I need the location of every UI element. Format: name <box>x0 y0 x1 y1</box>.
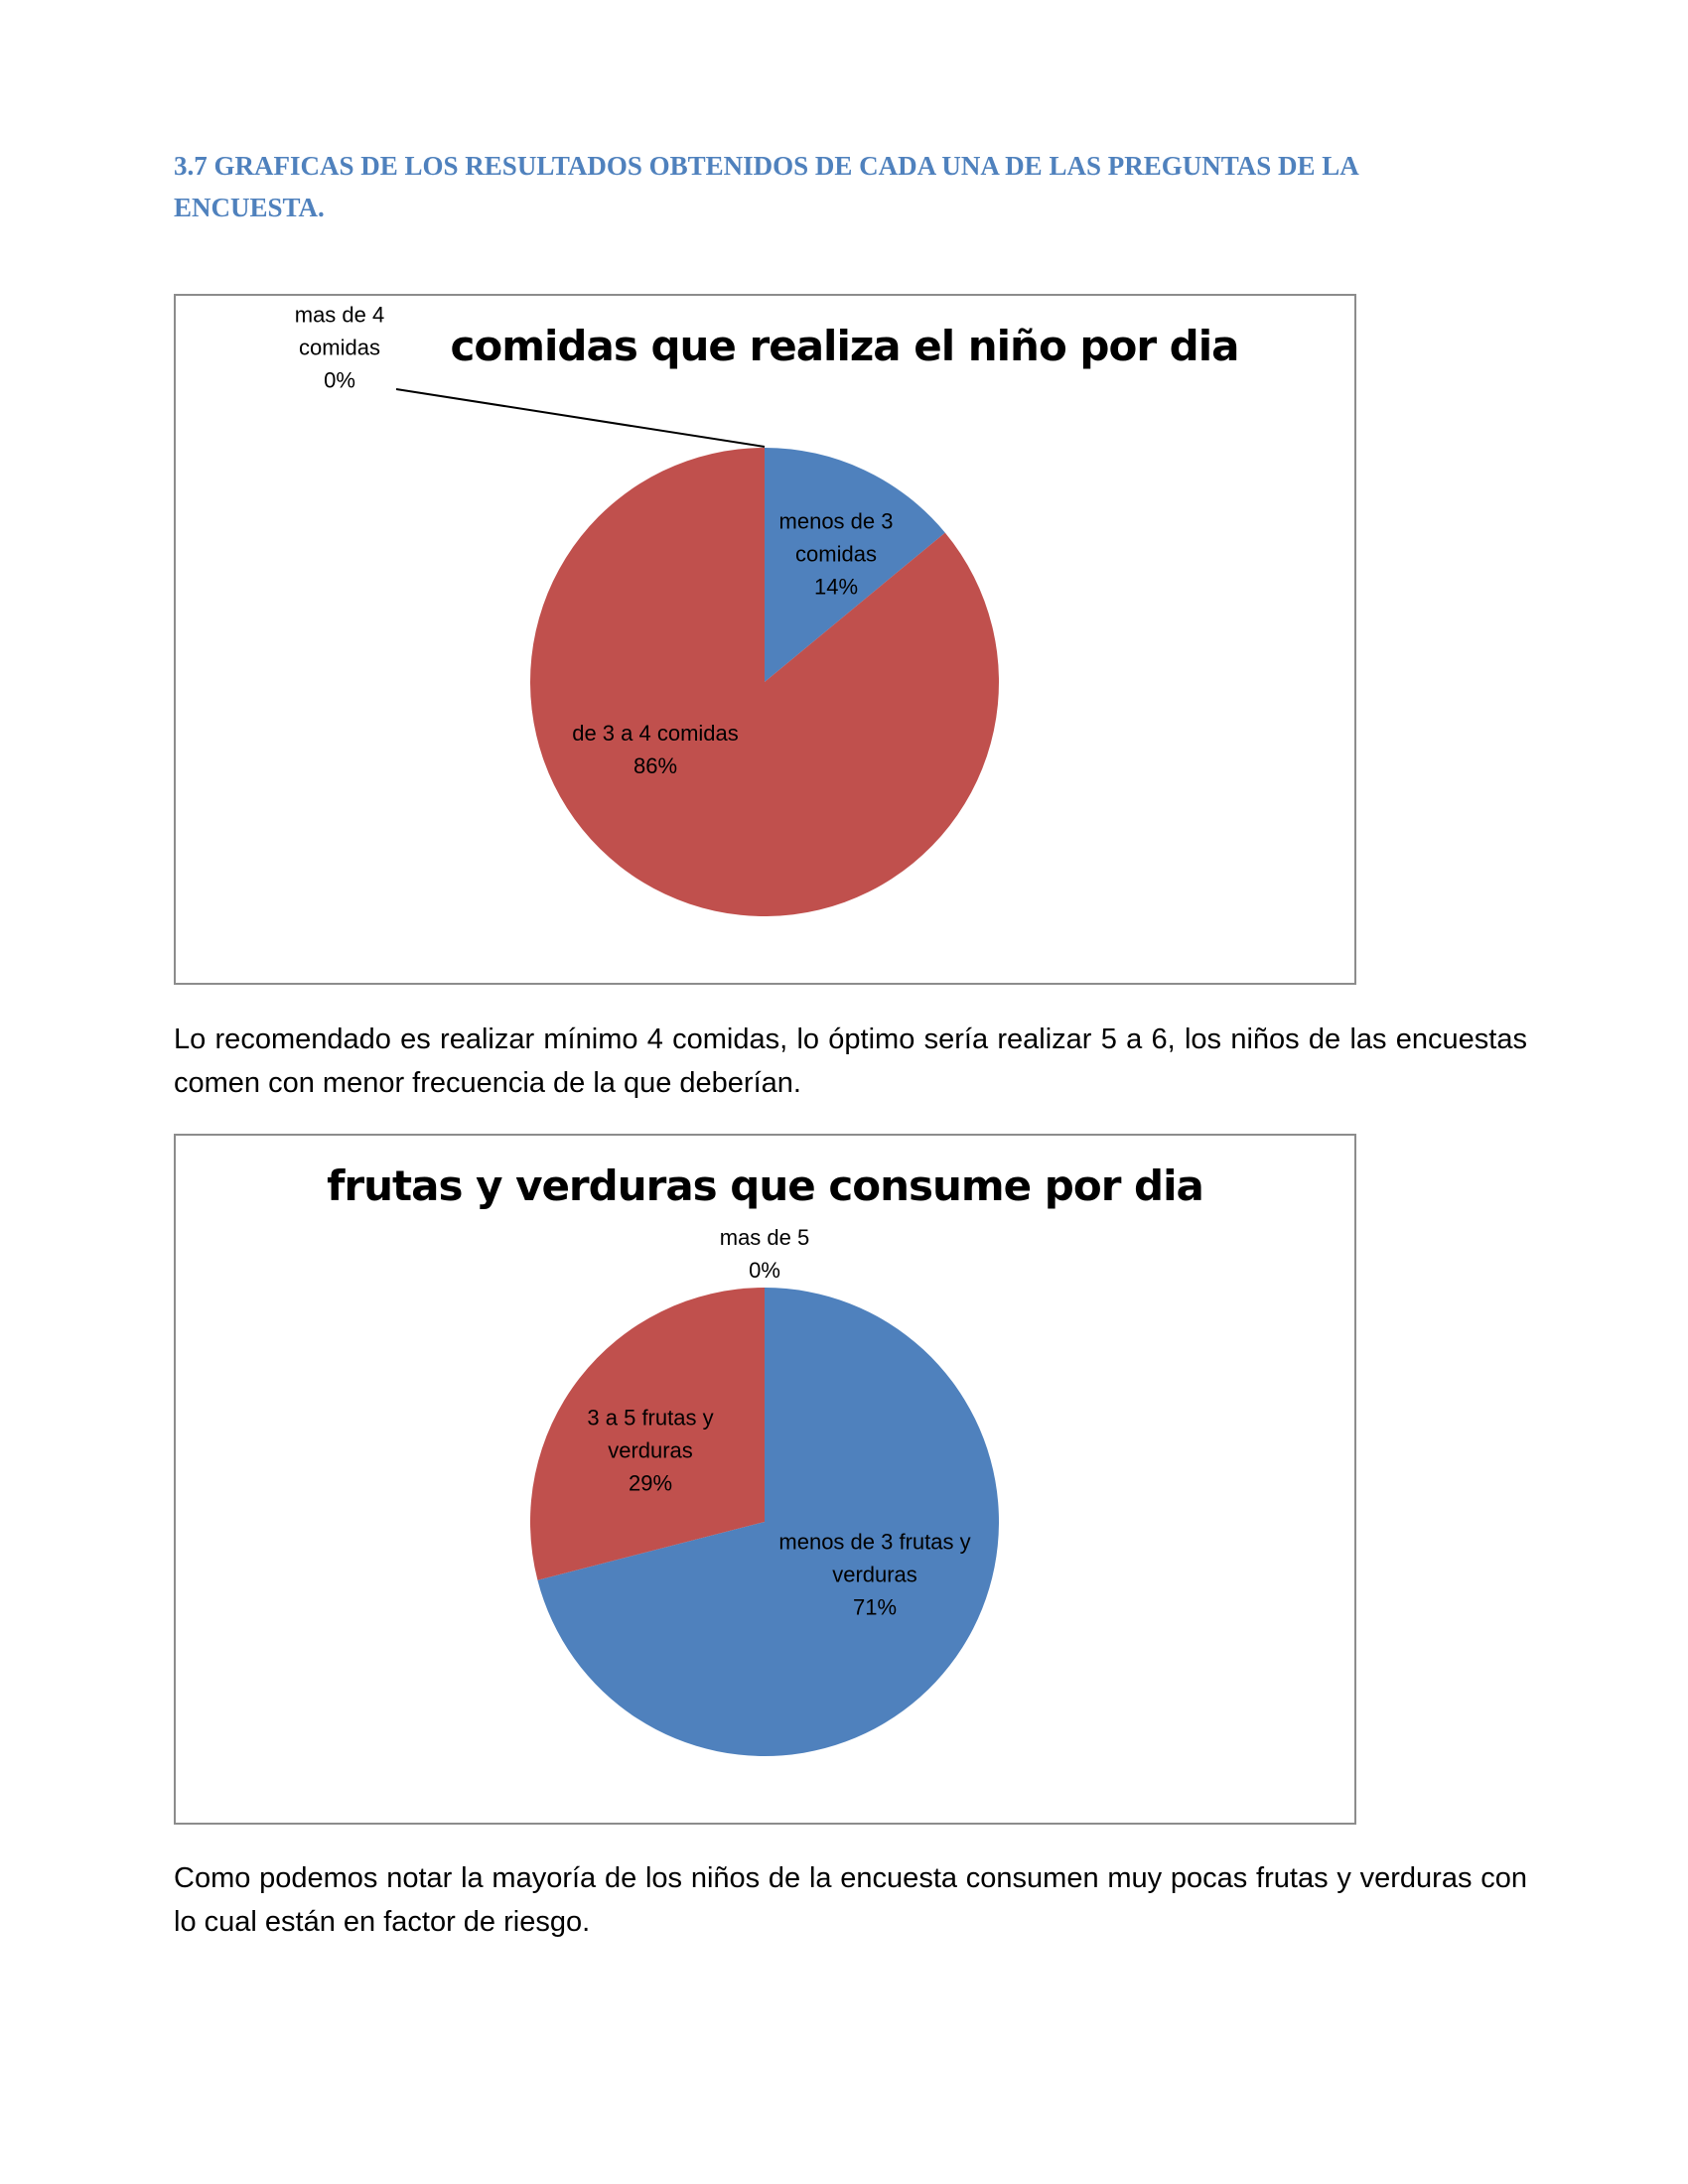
label-category: mas de 4 comidas <box>294 302 385 360</box>
label-category: menos de 3 comidas <box>778 508 894 567</box>
data-label: de 3 a 4 comidas 86% <box>541 717 770 782</box>
pie-slice <box>530 448 999 916</box>
chart-title: comidas que realiza el niño por dia <box>450 322 1240 370</box>
label-category: de 3 a 4 comidas <box>572 721 739 746</box>
pie-chart: comidas que realiza el niño por dia meno… <box>174 294 1356 985</box>
leader-line <box>395 388 766 448</box>
pie-chart: frutas y verduras que consume por dia me… <box>174 1134 1356 1825</box>
paragraph: Lo recomendado es realizar mínimo 4 comi… <box>174 1024 1527 1099</box>
label-category: mas de 5 <box>719 1225 810 1250</box>
data-label: menos de 3 frutas y verduras 71% <box>756 1526 994 1624</box>
pie-slice <box>530 1288 765 1580</box>
label-category: 3 a 5 frutas y verduras <box>587 1405 714 1463</box>
label-value: 0% <box>749 1258 780 1283</box>
label-value: 71% <box>852 1594 898 1620</box>
pie-slice <box>765 448 945 682</box>
data-label: mas de 4 comidas 0% <box>285 299 394 397</box>
label-value: 86% <box>633 753 678 778</box>
chart-title: frutas y verduras que consume por dia <box>327 1161 1204 1210</box>
data-label: mas de 5 0% <box>705 1221 824 1287</box>
data-label: 3 a 5 frutas y verduras 29% <box>551 1402 750 1500</box>
label-value: 29% <box>628 1470 673 1496</box>
paragraph: Como podemos notar la mayoría de los niñ… <box>174 1862 1527 1938</box>
pie-plot <box>395 388 999 916</box>
label-category: menos de 3 frutas y verduras <box>778 1529 971 1587</box>
pie-slice <box>537 1288 999 1756</box>
pie-plot <box>530 1288 999 1756</box>
label-value: 14% <box>813 574 859 600</box>
label-value: 0% <box>324 367 355 393</box>
data-label: menos de 3 comidas 14% <box>762 505 911 604</box>
section-heading: 3.7 GRAFICAS DE LOS RESULTADOS OBTENIDOS… <box>174 151 1358 222</box>
